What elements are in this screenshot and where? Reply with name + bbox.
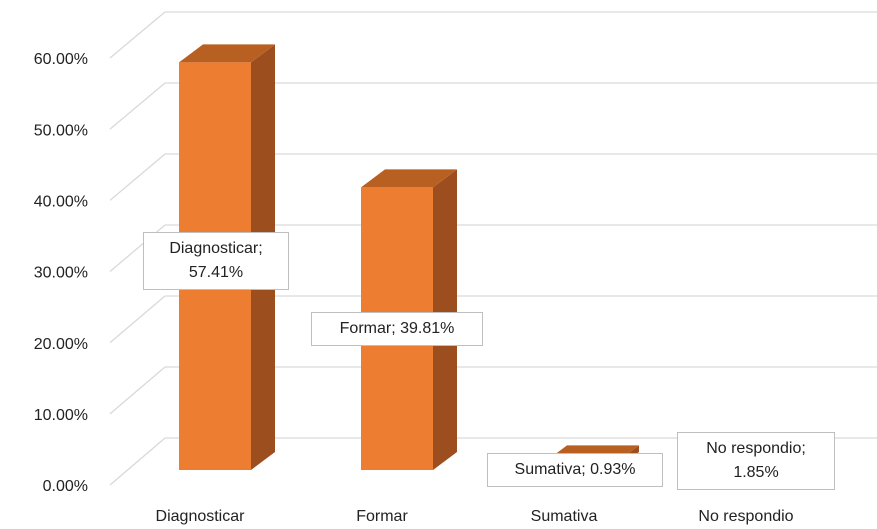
- grid-line: [109, 82, 166, 130]
- y-tick-label: 30.00%: [34, 265, 88, 282]
- data-label: Sumativa; 0.93%: [487, 453, 663, 487]
- grid-line: [109, 366, 166, 415]
- bar-top: [179, 44, 275, 63]
- y-tick-label: 0.00%: [43, 478, 88, 495]
- x-tick-label: Formar: [356, 508, 408, 525]
- y-tick-label: 20.00%: [34, 336, 88, 353]
- x-tick-label: Diagnosticar: [156, 508, 246, 525]
- y-tick-label: 60.00%: [34, 51, 88, 68]
- data-label: Diagnosticar; 57.41%: [143, 232, 289, 290]
- y-tick-label: 10.00%: [34, 407, 88, 424]
- x-tick-label: Sumativa: [531, 508, 598, 525]
- bar-top: [361, 169, 457, 188]
- y-tick-label: 50.00%: [34, 122, 88, 139]
- y-tick-label: 40.00%: [34, 194, 88, 211]
- grid-line: [109, 11, 166, 59]
- grid-line: [109, 153, 166, 201]
- grid-line: [109, 437, 166, 486]
- data-label: No respondio; 1.85%: [677, 432, 835, 490]
- data-label: Formar; 39.81%: [311, 312, 483, 346]
- x-tick-label: No respondio: [698, 508, 793, 525]
- grid-line: [109, 295, 166, 344]
